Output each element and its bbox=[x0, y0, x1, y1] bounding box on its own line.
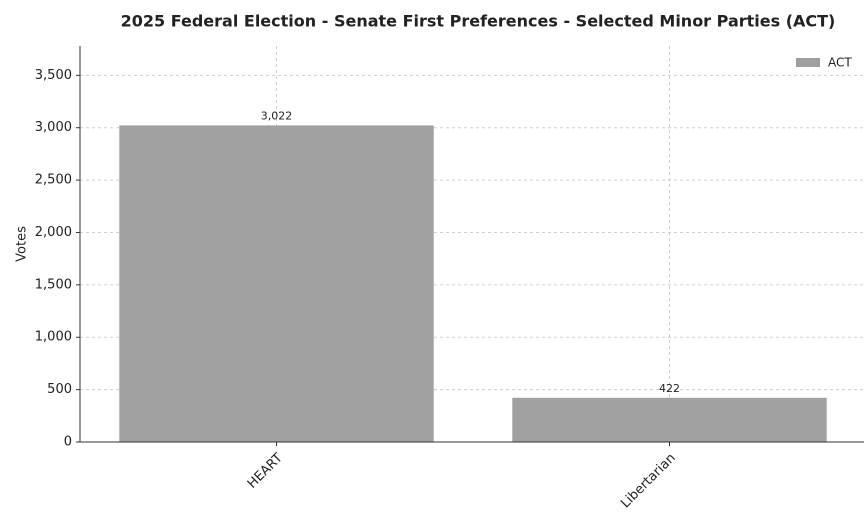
y-tick-label: 0 bbox=[64, 435, 72, 450]
x-tick-label: Libertarian bbox=[618, 451, 679, 512]
value-label: 3,022 bbox=[261, 109, 293, 122]
y-axis-label: Votes bbox=[15, 226, 30, 262]
y-tick-label: 3,000 bbox=[35, 120, 72, 135]
y-tick-label: 1,500 bbox=[35, 277, 72, 292]
legend-label: ACT bbox=[828, 56, 852, 70]
x-tick-label: HEART bbox=[245, 451, 286, 492]
y-tick-label: 2,500 bbox=[35, 173, 72, 188]
y-tick-label: 500 bbox=[47, 382, 72, 397]
value-label: 422 bbox=[659, 382, 680, 395]
y-tick-label: 1,000 bbox=[35, 330, 72, 345]
bar bbox=[512, 397, 827, 442]
legend-swatch bbox=[796, 58, 820, 67]
bar bbox=[119, 125, 434, 443]
y-tick-label: 3,500 bbox=[35, 68, 72, 83]
y-tick-label: 2,000 bbox=[35, 225, 72, 240]
chart-title: 2025 Federal Election - Senate First Pre… bbox=[121, 12, 836, 31]
